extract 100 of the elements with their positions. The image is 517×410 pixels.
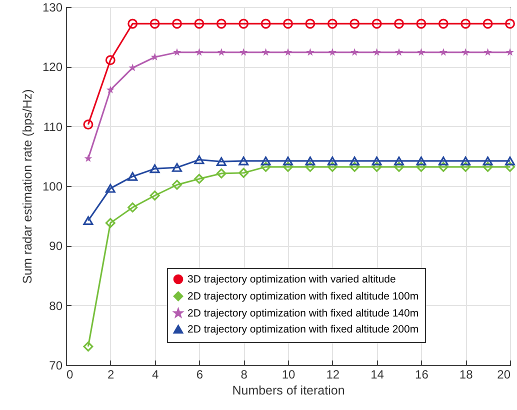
- point: [238, 168, 249, 178]
- point: [260, 156, 271, 166]
- point: [328, 48, 336, 56]
- x-axis-title: Numbers of iteration: [232, 384, 345, 398]
- point: [372, 18, 382, 29]
- point: [460, 156, 471, 166]
- point: [195, 48, 204, 56]
- point: [462, 48, 470, 56]
- x-tick-label: 10: [282, 368, 296, 382]
- point: [172, 18, 182, 29]
- point: [238, 156, 249, 166]
- point: [482, 162, 493, 172]
- point: [350, 156, 360, 166]
- y-tick-label: 90: [49, 239, 63, 254]
- point: [240, 48, 248, 56]
- point: [506, 48, 514, 56]
- point: [83, 216, 94, 226]
- point: [394, 18, 404, 29]
- point: [372, 162, 382, 172]
- point: [327, 162, 338, 172]
- point: [350, 162, 360, 172]
- point: [172, 163, 182, 172]
- point: [505, 18, 515, 29]
- point: [284, 48, 292, 56]
- legend-label: 2D trajectory optimization with fixed altitude 200m: [188, 323, 419, 336]
- point: [416, 162, 426, 172]
- point: [416, 18, 426, 29]
- point: [150, 190, 160, 201]
- point: [305, 18, 316, 29]
- x-tick-label: 2: [108, 368, 115, 382]
- point: [438, 18, 448, 29]
- point: [238, 18, 249, 29]
- x-tick-label: 16: [415, 368, 429, 382]
- point: [194, 18, 204, 29]
- point: [460, 18, 471, 29]
- point: [262, 48, 270, 56]
- x-tick-label: 8: [240, 368, 248, 382]
- point: [283, 18, 293, 29]
- point: [327, 18, 338, 29]
- point: [394, 156, 404, 166]
- legend-label: 2D trajectory optimization with fixed altitude 100m: [188, 290, 419, 302]
- point: [438, 162, 448, 172]
- point: [505, 156, 515, 166]
- y-tick-label: 70: [49, 358, 63, 372]
- point: [128, 18, 138, 29]
- point: [482, 18, 493, 29]
- point: [283, 156, 293, 166]
- point: [460, 162, 471, 172]
- point: [260, 18, 271, 29]
- y-tick-label: 130: [42, 0, 63, 14]
- point: [105, 184, 116, 193]
- y-axis-title: Sum radar estimation rate (bps/Hz): [20, 89, 34, 284]
- point: [394, 162, 404, 172]
- point: [482, 156, 493, 166]
- x-tick-label: 12: [326, 368, 340, 382]
- y-tick-label: 80: [49, 298, 63, 313]
- point: [305, 162, 316, 172]
- y-tick-label: 110: [43, 120, 63, 134]
- point: [417, 48, 426, 56]
- x-tick-label: 20: [497, 368, 511, 382]
- point: [84, 154, 92, 162]
- point: [283, 162, 293, 172]
- point: [216, 157, 226, 166]
- legend-label: 3D trajectory optimization with varied altitude: [188, 273, 396, 286]
- point: [83, 120, 94, 130]
- point: [395, 48, 403, 56]
- y-tick-label: 100: [42, 180, 63, 194]
- point: [505, 162, 515, 172]
- point: [216, 18, 226, 29]
- point: [128, 172, 138, 181]
- legend-label: 2D trajectory optimization with fixed altitude 140m: [188, 307, 419, 320]
- x-tick-label: 18: [459, 368, 474, 382]
- y-tick-label: 120: [42, 60, 63, 74]
- point: [194, 174, 204, 184]
- x-tick-label: 0: [66, 368, 74, 382]
- point: [439, 48, 448, 56]
- point: [484, 48, 492, 56]
- point: [128, 202, 138, 212]
- point: [438, 156, 448, 166]
- point: [172, 180, 182, 190]
- point: [105, 55, 116, 66]
- point: [105, 218, 116, 228]
- point: [128, 64, 137, 72]
- point: [372, 156, 382, 166]
- point: [173, 48, 181, 56]
- point: [260, 162, 271, 172]
- point: [350, 48, 359, 56]
- point: [217, 48, 226, 56]
- x-tick-label: 14: [370, 368, 384, 382]
- point: [372, 48, 381, 56]
- point: [150, 18, 160, 29]
- point: [83, 342, 94, 352]
- point: [416, 156, 426, 166]
- point: [150, 164, 160, 174]
- x-tick-label: 6: [196, 368, 204, 382]
- point: [305, 156, 316, 166]
- point: [327, 156, 338, 166]
- point: [306, 48, 314, 56]
- point: [350, 18, 360, 29]
- point: [216, 168, 226, 178]
